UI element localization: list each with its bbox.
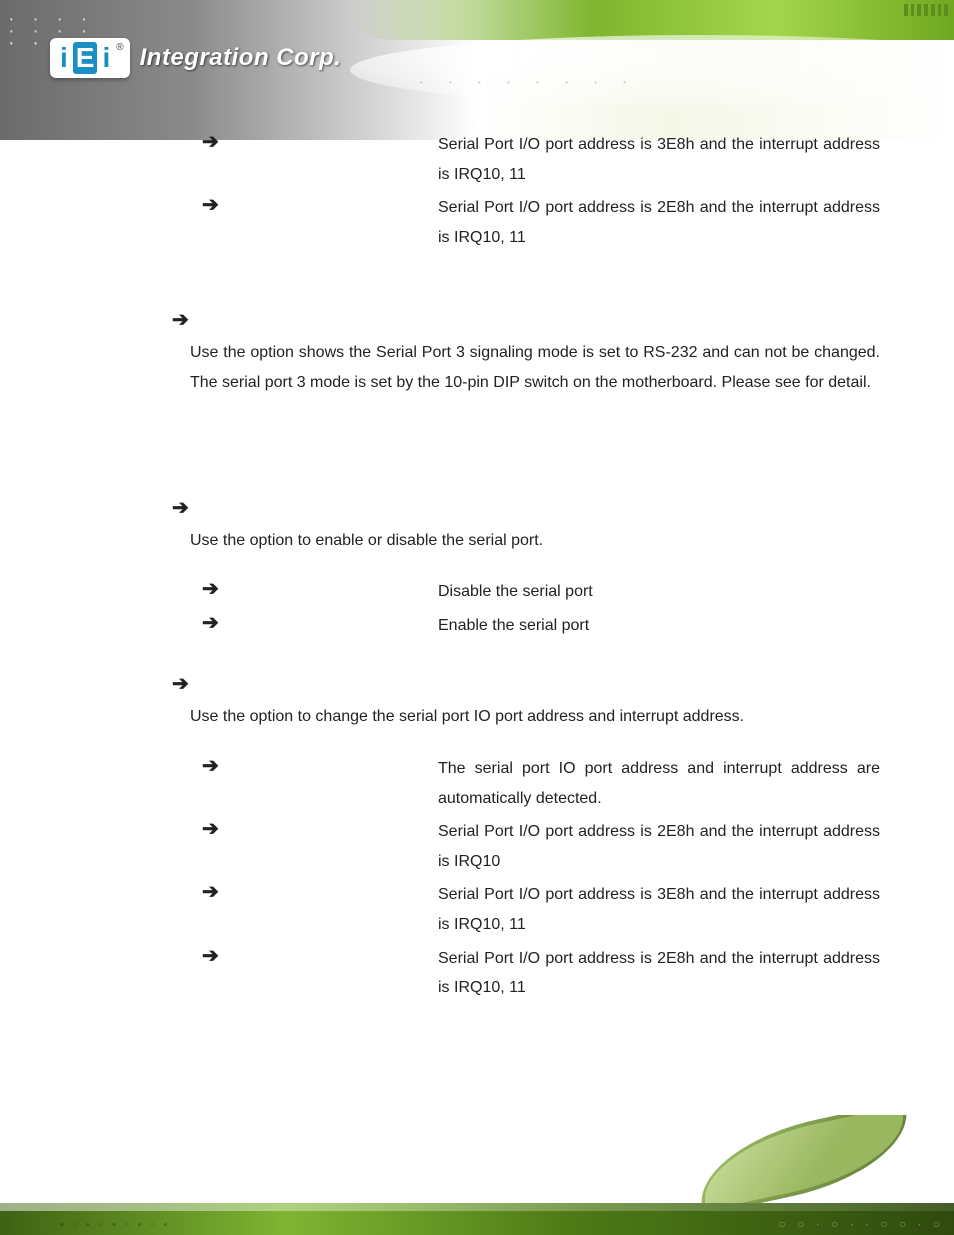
option-row: ➔ Disable the serial port [202,577,880,607]
decor-dots-mid: • • • • • • • • [420,78,638,87]
page-content: ➔ Serial Port I/O port address is 3E8h a… [190,130,880,1007]
para-text: for detail. [805,374,871,391]
para-text: option shows the Serial Port 3 signaling… [190,344,880,391]
option-row: ➔ Serial Port I/O port address is 2E8h a… [202,944,880,1003]
option-desc: Serial Port I/O port address is 2E8h and… [438,944,880,1003]
paragraph: Use the option shows the Serial Port 3 s… [190,338,880,397]
decor-texture: ○ ○ · ○ · · ○ ○ · ○ [779,1217,944,1231]
section-heading-row: ➔ [172,672,880,696]
option-desc: Enable the serial port [438,611,880,641]
section-heading-row: ➔ [172,308,880,332]
decor-stripes [904,0,954,24]
logo-mark: i E i ® [50,38,130,78]
option-desc: Disable the serial port [438,577,880,607]
decor-texture: ▪ ▫ ▪ ▫ ▪ ▫ ▪ ▫ ▪ [60,1219,171,1231]
logo-letter-i1: i [57,42,71,74]
para-text: option to change the serial port IO port… [250,708,745,725]
arrow-icon: ➔ [202,880,230,904]
para-text: Use the [190,708,250,725]
option-desc: The serial port IO port address and inte… [438,754,880,813]
logo-text: Integration Corp. [140,44,342,72]
arrow-icon: ➔ [172,308,200,332]
logo-letter-i2: i [99,42,113,74]
para-text: option to enable or disable the serial p… [250,532,544,549]
logo-letter-e: E [73,42,98,74]
option-row: ➔ The serial port IO port address and in… [202,754,880,813]
top-banner: · · · · i E i ® Integration Corp. • • • … [0,0,954,140]
arrow-icon: ➔ [202,754,230,778]
bottom-banner: ▪ ▫ ▪ ▫ ▪ ▫ ▪ ▫ ▪ ○ ○ · ○ · · ○ ○ · ○ [0,1115,954,1235]
option-row: ➔ Serial Port I/O port address is 3E8h a… [202,880,880,939]
option-desc: Serial Port I/O port address is 2E8h and… [438,193,880,252]
arrow-icon: ➔ [202,577,230,601]
footer-bar: ▪ ▫ ▪ ▫ ▪ ▫ ▪ ▫ ▪ ○ ○ · ○ · · ○ ○ · ○ [0,1203,954,1235]
para-text: Use the [190,532,250,549]
option-row: ➔ Serial Port I/O port address is 2E8h a… [202,817,880,876]
para-text: Use the [190,344,250,361]
option-row: ➔ Enable the serial port [202,611,880,641]
paragraph: Use the option to enable or disable the … [190,526,880,556]
arrow-icon: ➔ [202,611,230,635]
arrow-icon: ➔ [202,130,230,154]
option-desc: Serial Port I/O port address is 3E8h and… [438,880,880,939]
logo: i E i ® Integration Corp. [50,38,341,78]
arrow-icon: ➔ [202,817,230,841]
option-row: ➔ Serial Port I/O port address is 3E8h a… [202,130,880,189]
option-desc: Serial Port I/O port address is 2E8h and… [438,817,880,876]
decor-dots: · · · · [8,8,93,31]
arrow-icon: ➔ [202,944,230,968]
arrow-icon: ➔ [172,672,200,696]
option-row: ➔ Serial Port I/O port address is 2E8h a… [202,193,880,252]
section-heading-row: ➔ [172,496,880,520]
arrow-icon: ➔ [202,193,230,217]
arrow-icon: ➔ [172,496,200,520]
option-desc: Serial Port I/O port address is 3E8h and… [438,130,880,189]
logo-registered: ® [116,42,123,53]
leaf-decor-icon [689,1115,919,1215]
paragraph: Use the option to change the serial port… [190,702,880,732]
